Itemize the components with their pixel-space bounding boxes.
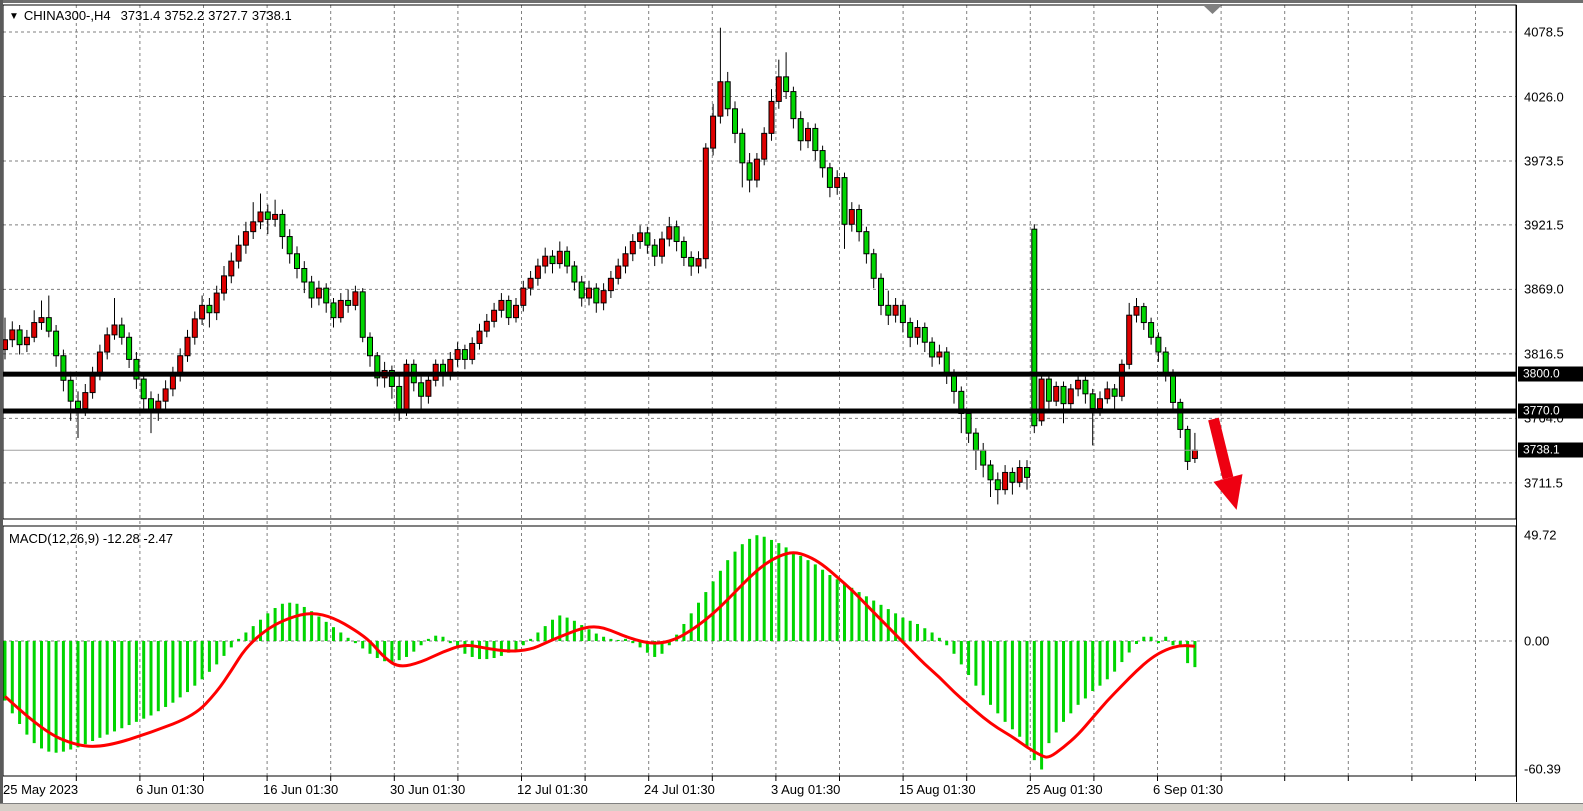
ohlc-close: 3738.1 <box>251 8 292 23</box>
arrow-down-object[interactable] <box>1208 417 1243 510</box>
time-axis-label: 3 Aug 01:30 <box>771 782 841 797</box>
hline-3800.0[interactable] <box>3 371 1516 377</box>
symbol-timeframe-label: CHINA300-,H4 <box>23 8 111 23</box>
price-axis-label: 3711.5 <box>1524 475 1563 491</box>
time-axis-label: 6 Jun 01:30 <box>136 782 204 797</box>
price-axis-label: 4026.0 <box>1524 89 1564 104</box>
candles <box>2 27 1198 505</box>
ohlc-open: 3731.4 <box>120 8 161 23</box>
time-axis-label: 30 Jun 01:30 <box>390 782 466 797</box>
price-axis-label: 3973.5 <box>1524 153 1564 169</box>
price-marker-label: 3770.0 <box>1518 403 1583 419</box>
price-axis-label: 3816.5 <box>1524 346 1564 362</box>
macd-histogram <box>3 535 1197 770</box>
symbol-dropdown-icon[interactable]: ▼ <box>9 11 19 22</box>
price-marker-label: 3738.1 <box>1518 442 1583 458</box>
macd-axis-label: 0.00 <box>1524 633 1550 649</box>
gridlines <box>3 5 1516 781</box>
ohlc-low: 3727.7 <box>208 8 248 23</box>
time-axis-label: 25 Aug 01:30 <box>1026 782 1103 797</box>
window-border-bottom <box>0 803 1583 811</box>
price-marker-label: 3800.0 <box>1518 366 1583 382</box>
chart-header: ▼ CHINA300-,H4 3731.4 3752.2 3727.7 3738.1 <box>9 8 296 23</box>
macd-indicator-label: MACD(12,26,9) -12.28 -2.47 <box>9 531 174 546</box>
macd-signal-line <box>3 551 1196 759</box>
ohlc-high: 3752.2 <box>164 8 205 23</box>
macd-panel-border <box>2 525 1517 777</box>
price-axis-label: 4078.5 <box>1524 24 1564 40</box>
macd-axis-label: 49.72 <box>1524 527 1557 543</box>
time-axis-label: 25 May 2023 <box>3 782 79 797</box>
price-axis-label: 3869.0 <box>1524 281 1564 297</box>
time-axis-label: 12 Jul 01:30 <box>517 782 588 797</box>
chart-shift-marker-icon[interactable] <box>1204 6 1221 14</box>
macd-axis-label: -60.39 <box>1524 761 1561 777</box>
time-axis-label: 24 Jul 01:30 <box>644 782 715 797</box>
time-axis-label: 6 Sep 01:30 <box>1153 782 1224 797</box>
hline-3770.0[interactable] <box>3 408 1516 414</box>
time-axis-label: 16 Jun 01:30 <box>263 782 339 797</box>
window-border-top <box>0 0 1583 3</box>
price-axis-label: 3921.5 <box>1524 217 1564 233</box>
time-axis-label: 15 Aug 01:30 <box>899 782 976 797</box>
window-border-left <box>0 0 3 811</box>
